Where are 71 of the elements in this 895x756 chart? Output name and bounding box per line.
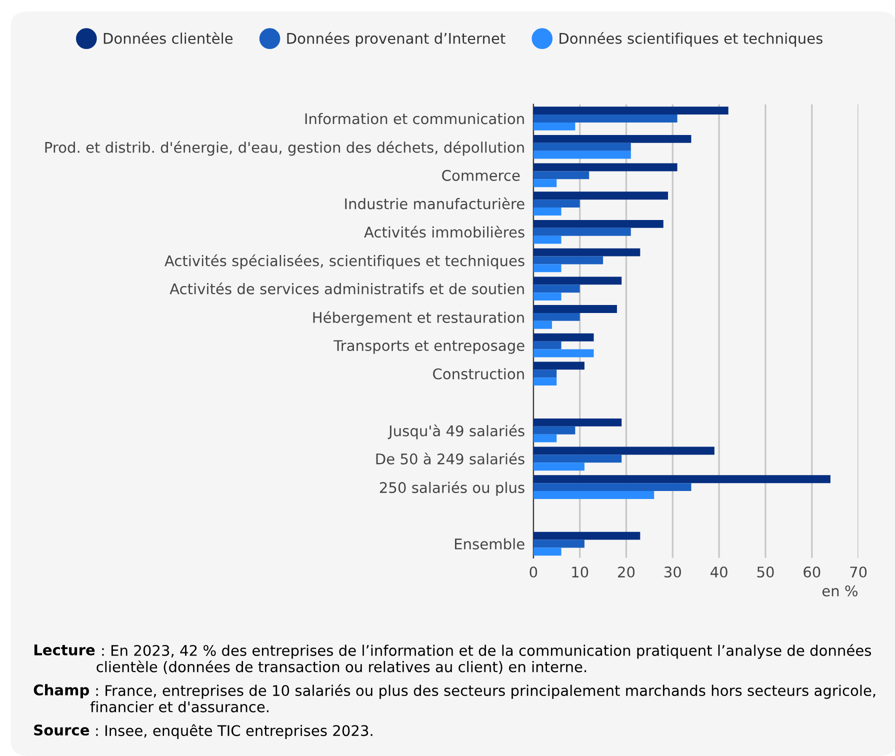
bar [533,312,580,321]
bar [533,200,580,208]
text: Lecture : En 2023, 42 % des entreprises de l’information et de la communication pratiquent l’analyse de données clientèle (données de transaction ou relatives au client) en interne. [34,644,872,674]
bar [533,540,584,548]
y-tick-label: De 50 à 249 salariés [376,452,524,464]
legend-label: Données scientifiques et techniques [560,32,822,47]
legend-label: Données clientèle [104,32,233,44]
bar [533,333,594,342]
bar [533,418,622,426]
bar [533,208,562,216]
bar [533,248,640,256]
bar [533,256,604,264]
bar [533,122,576,130]
bar [533,305,617,313]
bar [533,434,557,442]
bar [533,349,594,358]
bar [533,192,668,200]
bar [533,532,640,540]
y-tick-label: Hébergement et restauration [313,311,524,326]
bar [533,284,580,293]
x-tick-label: 50 [757,566,774,578]
source-note: Source : Insee, enquête TIC entreprises 2023. [34,724,372,739]
bar [533,446,714,455]
bar [533,462,584,471]
bar [533,171,590,180]
x-tick-label: 70 [850,566,867,578]
x-tick-label: 30 [664,566,681,578]
x-axis-title: en % [822,585,858,596]
y-tick-label: Construction [433,368,524,380]
y-tick-label: Industrie manufacturière [345,197,524,210]
x-tick-label: 60 [804,566,820,578]
bar [533,236,562,244]
bar [533,320,552,329]
bar [533,264,562,272]
bar [533,483,692,492]
bar [533,179,557,188]
y-tick-label: Information et communication [305,112,524,124]
y-tick-label: Activités immobilières [364,226,524,238]
bar [533,150,631,159]
bar [533,341,562,350]
y-tick-label: 250 salariés ou plus [380,481,524,496]
bar [533,114,678,122]
bar [533,134,692,143]
bar [533,142,631,151]
x-tick-label: 20 [618,566,635,578]
x-tick-label: 10 [572,566,588,578]
legend-label: Données provenant d’Internet [287,32,506,47]
y-tick-label: Jusqu'à 49 salariés [388,424,524,440]
bar [533,220,664,228]
bar [533,292,562,301]
y-tick-label: Activités de services administratifs et de soutien [170,282,524,294]
bar [533,378,557,386]
y-tick-label: Activités spécialisées, scientifiques et techniques [164,254,524,270]
bar [533,426,576,434]
y-tick-label: Transports et entreposage [334,340,524,354]
bar [533,454,622,463]
x-tick-label: 0 [530,566,538,578]
bar [533,548,562,556]
bar [533,475,830,484]
bar [533,228,631,236]
bar [533,362,584,370]
bar [533,370,557,378]
bar [533,276,622,285]
bar [533,491,654,499]
text: Champ : France, entreprises de 10 salariés ou plus des secteurs principalement marchands hors secteurs agricole, financier et d'assurance. [34,684,876,712]
y-tick-label: Ensemble [455,538,524,550]
bar [533,106,728,115]
y-tick-label: Commerce [442,170,520,181]
y-tick-label: Prod. et distrib. d'énergie, d'eau, gestion des déchets, dépollution [45,141,524,156]
bar [533,163,678,172]
x-tick-label: 40 [710,566,728,578]
